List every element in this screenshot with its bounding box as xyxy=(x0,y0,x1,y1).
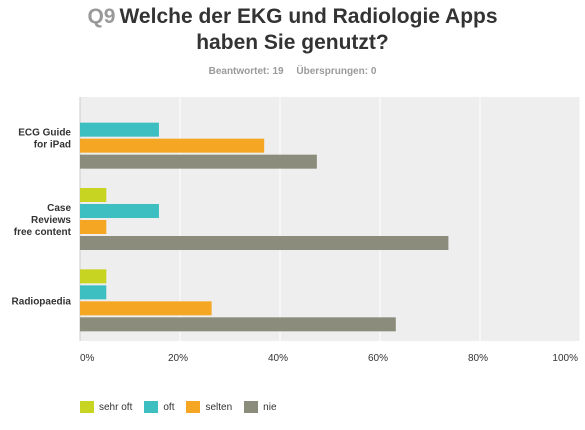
legend-item: oft xyxy=(144,401,174,413)
chart-title: Q9 Welche der EKG und Radiologie Apps hab… xyxy=(0,4,585,56)
bar xyxy=(80,154,317,169)
bar xyxy=(80,204,159,218)
x-tick-label: 100% xyxy=(552,353,578,364)
bar xyxy=(80,220,107,234)
bar xyxy=(80,122,159,137)
title-line-1: Q9 Welche der EKG und Radiologie Apps xyxy=(0,4,585,30)
legend-label: selten xyxy=(205,401,233,413)
category-label: for iPad xyxy=(34,140,71,151)
bar xyxy=(80,317,396,332)
category-label: Reviews xyxy=(31,215,71,226)
title-text-1: Welche der EKG und Radiologie Apps xyxy=(119,5,498,28)
category-label: Radiopaedia xyxy=(12,296,72,307)
legend-item: sehr oft xyxy=(80,401,132,413)
bar xyxy=(80,269,107,284)
legend-label: sehr oft xyxy=(99,401,133,413)
x-tick-label: 20% xyxy=(168,353,188,364)
legend-swatch xyxy=(80,401,94,413)
question-number: Q9 xyxy=(87,5,116,28)
x-tick-label: 0% xyxy=(80,353,95,364)
legend-swatch xyxy=(186,401,201,413)
bar xyxy=(80,236,449,250)
legend-label: nie xyxy=(263,401,277,413)
plot-background xyxy=(80,97,580,341)
response-stats: Beantwortet: 19 Übersprungen: 0 xyxy=(0,66,585,77)
legend-item: selten xyxy=(186,401,232,413)
legend-swatch xyxy=(144,401,159,413)
x-tick-label: 80% xyxy=(468,353,488,364)
skipped-count: Übersprungen: 0 xyxy=(296,66,377,77)
bar xyxy=(80,188,107,202)
bar xyxy=(80,138,265,153)
category-label: Case xyxy=(47,203,71,214)
x-tick-label: 60% xyxy=(368,353,388,364)
legend-swatch xyxy=(244,401,259,413)
title-line-2: haben Sie genutzt? xyxy=(196,31,389,54)
chart-legend: sehr oft oft selten nie xyxy=(80,401,289,413)
x-tick-label: 40% xyxy=(268,353,288,364)
category-label: free content xyxy=(14,227,72,238)
answered-count: Beantwortet: 19 xyxy=(208,66,284,77)
category-label: ECG Guide xyxy=(18,128,71,139)
legend-item: nie xyxy=(244,401,277,413)
bar xyxy=(80,285,107,300)
legend-label: oft xyxy=(163,401,175,413)
bar xyxy=(80,301,212,316)
